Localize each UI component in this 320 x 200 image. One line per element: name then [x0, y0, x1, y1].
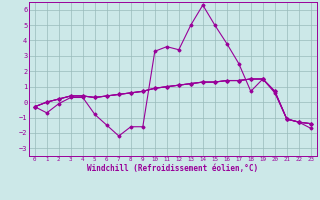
- X-axis label: Windchill (Refroidissement éolien,°C): Windchill (Refroidissement éolien,°C): [87, 164, 258, 173]
